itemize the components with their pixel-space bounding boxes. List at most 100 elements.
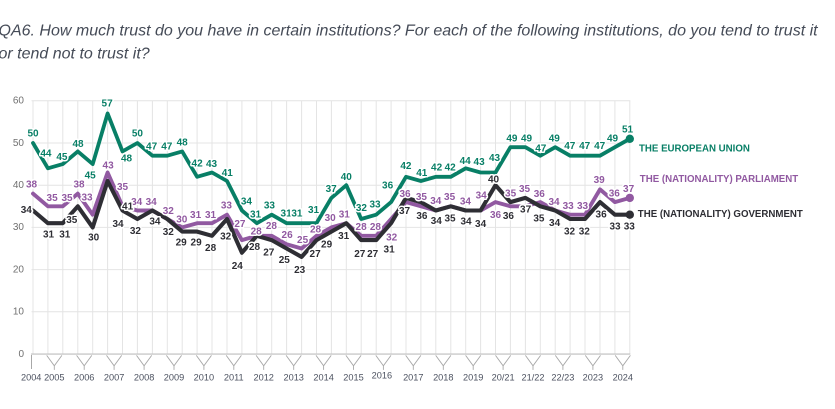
svg-text:37: 37	[520, 205, 532, 216]
svg-text:28: 28	[310, 224, 322, 235]
svg-text:49: 49	[506, 134, 518, 145]
svg-text:21/22: 21/22	[522, 372, 545, 382]
svg-text:35: 35	[533, 214, 545, 225]
svg-text:40: 40	[488, 175, 500, 186]
svg-text:42: 42	[431, 163, 443, 174]
svg-text:48: 48	[121, 153, 133, 164]
svg-text:35: 35	[444, 192, 456, 203]
svg-text:36: 36	[596, 210, 608, 221]
svg-text:36: 36	[382, 181, 394, 192]
svg-text:2008: 2008	[134, 372, 154, 382]
svg-text:44: 44	[40, 148, 52, 159]
svg-text:2018: 2018	[433, 372, 453, 382]
svg-text:or tend not to trust it?: or tend not to trust it?	[0, 45, 150, 62]
svg-text:34: 34	[475, 219, 487, 230]
svg-text:QA6. How much trust do you hav: QA6. How much trust do you have in certa…	[0, 23, 818, 40]
svg-text:34: 34	[548, 197, 560, 208]
svg-text:31: 31	[250, 210, 262, 221]
svg-text:27: 27	[354, 249, 366, 260]
svg-text:2009: 2009	[164, 372, 184, 382]
svg-text:37: 37	[623, 184, 635, 195]
svg-text:31: 31	[43, 230, 55, 241]
svg-text:2023: 2023	[583, 372, 603, 382]
svg-text:35: 35	[444, 214, 456, 225]
svg-text:32: 32	[564, 226, 576, 237]
svg-text:33: 33	[609, 222, 621, 233]
svg-text:40: 40	[13, 180, 25, 191]
svg-text:42: 42	[400, 161, 412, 172]
svg-text:50: 50	[132, 129, 144, 140]
svg-text:41: 41	[122, 202, 134, 213]
svg-text:34: 34	[146, 197, 158, 208]
svg-text:42: 42	[445, 163, 457, 174]
svg-text:27: 27	[310, 249, 322, 260]
svg-text:34: 34	[549, 218, 561, 229]
svg-text:31: 31	[190, 210, 202, 221]
svg-text:36: 36	[609, 188, 621, 199]
svg-text:32: 32	[220, 232, 232, 243]
svg-text:28: 28	[251, 226, 263, 237]
svg-text:36: 36	[490, 210, 502, 221]
svg-text:34: 34	[460, 197, 472, 208]
svg-text:33: 33	[264, 201, 276, 212]
svg-text:2015: 2015	[343, 372, 363, 382]
svg-text:48: 48	[177, 137, 189, 148]
svg-text:31: 31	[205, 210, 217, 221]
svg-text:2016: 2016	[372, 371, 392, 381]
svg-text:57: 57	[102, 99, 114, 110]
svg-text:41: 41	[416, 168, 428, 179]
svg-text:33: 33	[624, 222, 636, 233]
svg-text:35: 35	[61, 193, 73, 204]
svg-text:20/21: 20/21	[492, 372, 515, 382]
svg-text:27: 27	[234, 219, 246, 230]
svg-text:39: 39	[594, 175, 606, 186]
svg-text:34: 34	[460, 217, 472, 228]
svg-text:20: 20	[13, 264, 25, 275]
svg-text:29: 29	[321, 239, 333, 250]
svg-text:33: 33	[81, 193, 93, 204]
svg-text:31: 31	[339, 210, 351, 221]
svg-text:40: 40	[341, 172, 353, 183]
svg-text:2013: 2013	[283, 372, 303, 382]
svg-text:47: 47	[161, 141, 173, 152]
svg-text:41: 41	[222, 168, 234, 179]
svg-text:30: 30	[88, 232, 100, 243]
svg-text:2005: 2005	[44, 372, 64, 382]
svg-text:36: 36	[416, 211, 428, 222]
svg-text:43: 43	[474, 157, 486, 168]
svg-text:30: 30	[325, 213, 337, 224]
svg-text:44: 44	[460, 156, 472, 167]
svg-text:2004: 2004	[21, 372, 41, 382]
svg-text:34: 34	[131, 197, 143, 208]
svg-text:33: 33	[369, 199, 381, 210]
svg-text:25: 25	[279, 255, 291, 266]
svg-text:30: 30	[176, 214, 188, 225]
svg-text:35: 35	[117, 182, 129, 193]
svg-text:49: 49	[607, 134, 619, 145]
svg-text:42: 42	[192, 158, 204, 169]
svg-text:30: 30	[13, 222, 25, 233]
svg-text:2011: 2011	[224, 372, 244, 382]
svg-text:31: 31	[384, 245, 396, 256]
svg-text:38: 38	[73, 179, 85, 190]
svg-text:35: 35	[519, 184, 531, 195]
svg-text:51: 51	[622, 125, 634, 136]
svg-text:47: 47	[564, 141, 576, 152]
svg-text:2006: 2006	[74, 372, 94, 382]
svg-text:THE (NATIONALITY) GOVERNMENT: THE (NATIONALITY) GOVERNMENT	[638, 209, 803, 220]
svg-text:33: 33	[563, 201, 575, 212]
svg-text:0: 0	[18, 349, 24, 360]
svg-text:27: 27	[263, 247, 275, 258]
svg-text:49: 49	[521, 134, 533, 145]
svg-text:28: 28	[356, 222, 368, 233]
svg-text:32: 32	[163, 227, 175, 238]
svg-text:23: 23	[294, 265, 306, 276]
svg-text:32: 32	[163, 206, 175, 217]
svg-text:47: 47	[594, 141, 606, 152]
svg-text:48: 48	[72, 139, 84, 150]
svg-text:43: 43	[103, 161, 115, 172]
svg-text:47: 47	[146, 141, 158, 152]
svg-text:31: 31	[59, 230, 71, 241]
svg-text:31: 31	[338, 231, 350, 242]
svg-text:47: 47	[579, 141, 591, 152]
